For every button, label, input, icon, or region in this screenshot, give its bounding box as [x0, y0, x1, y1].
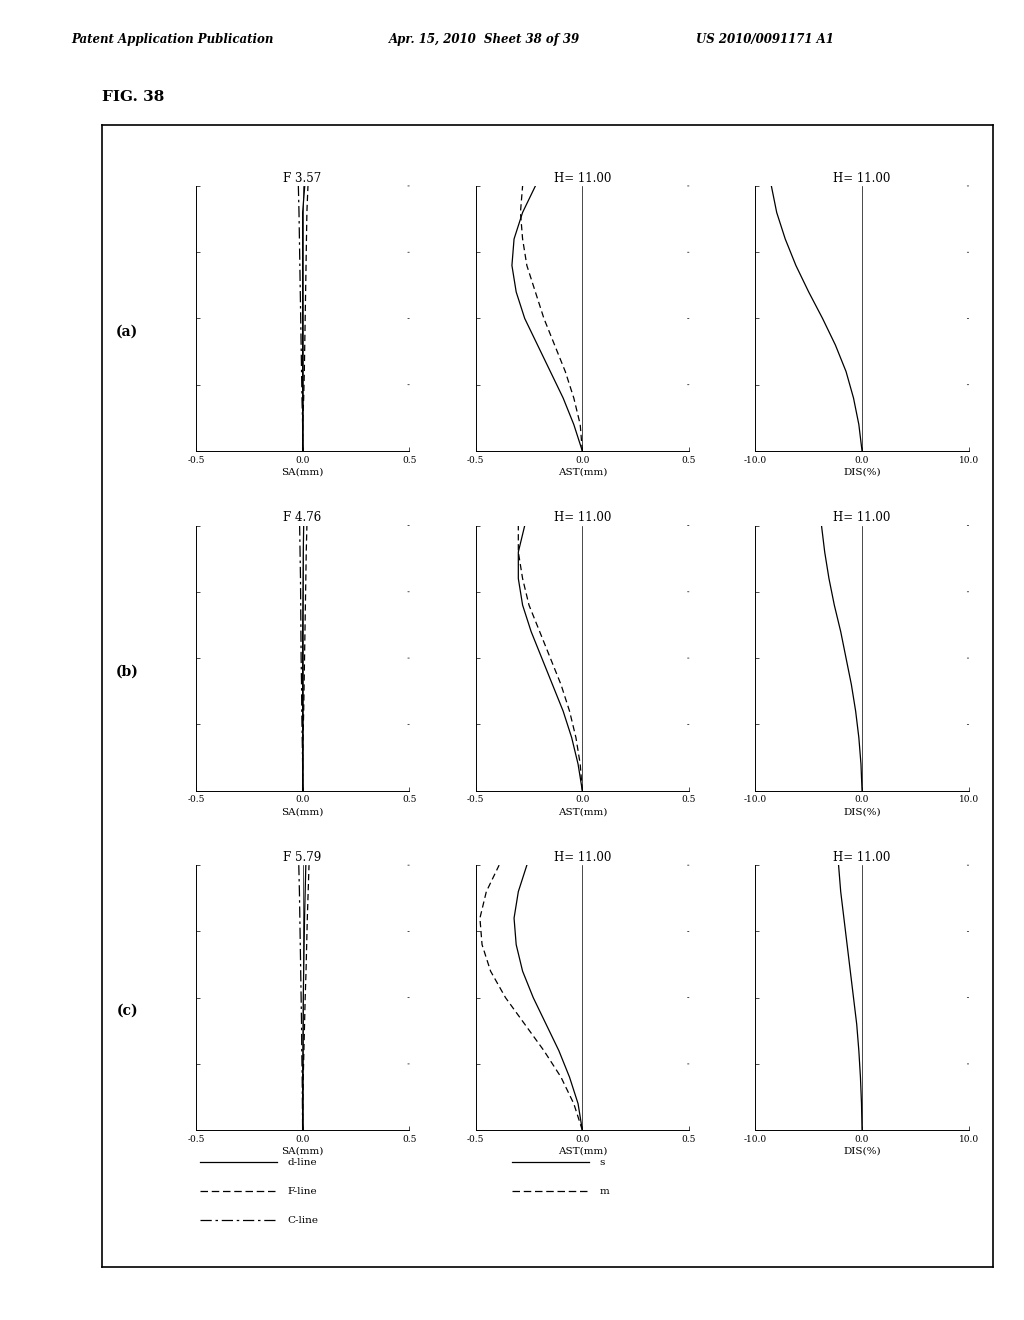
X-axis label: AST(mm): AST(mm) [558, 1147, 607, 1156]
X-axis label: SA(mm): SA(mm) [282, 808, 324, 816]
Title: F 5.79: F 5.79 [284, 851, 322, 865]
Title: H= 11.00: H= 11.00 [554, 511, 611, 524]
Text: (a): (a) [116, 325, 138, 339]
Text: d-line: d-line [288, 1158, 317, 1167]
X-axis label: AST(mm): AST(mm) [558, 808, 607, 816]
X-axis label: SA(mm): SA(mm) [282, 1147, 324, 1156]
Text: (c): (c) [117, 1005, 138, 1018]
Text: FIG. 38: FIG. 38 [102, 90, 165, 104]
Text: (b): (b) [116, 664, 139, 678]
Text: Patent Application Publication: Patent Application Publication [72, 33, 274, 46]
Text: C-line: C-line [288, 1216, 318, 1225]
X-axis label: DIS(%): DIS(%) [843, 808, 881, 816]
X-axis label: SA(mm): SA(mm) [282, 467, 324, 477]
Text: m: m [599, 1187, 609, 1196]
Text: s: s [599, 1158, 604, 1167]
Title: H= 11.00: H= 11.00 [554, 851, 611, 865]
Text: F-line: F-line [288, 1187, 317, 1196]
X-axis label: AST(mm): AST(mm) [558, 467, 607, 477]
X-axis label: DIS(%): DIS(%) [843, 467, 881, 477]
Text: US 2010/0091171 A1: US 2010/0091171 A1 [696, 33, 835, 46]
Title: F 4.76: F 4.76 [284, 511, 322, 524]
Title: H= 11.00: H= 11.00 [834, 851, 891, 865]
Text: Apr. 15, 2010  Sheet 38 of 39: Apr. 15, 2010 Sheet 38 of 39 [389, 33, 581, 46]
Title: H= 11.00: H= 11.00 [834, 172, 891, 185]
Title: H= 11.00: H= 11.00 [834, 511, 891, 524]
Title: F 3.57: F 3.57 [284, 172, 322, 185]
Title: H= 11.00: H= 11.00 [554, 172, 611, 185]
X-axis label: DIS(%): DIS(%) [843, 1147, 881, 1156]
